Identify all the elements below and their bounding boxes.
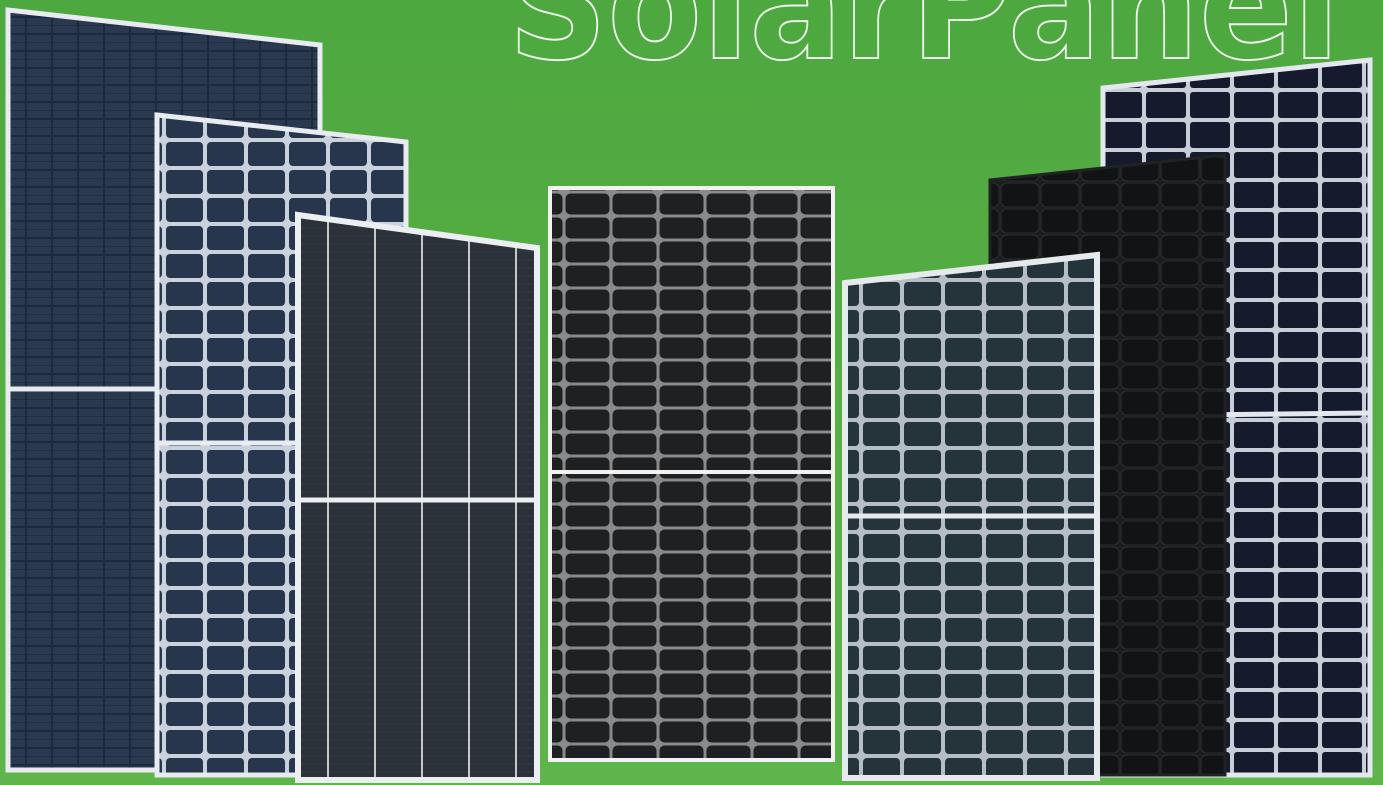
solar-panel bbox=[548, 186, 835, 762]
solar-panel bbox=[295, 211, 540, 783]
solar-panel bbox=[842, 251, 1100, 781]
